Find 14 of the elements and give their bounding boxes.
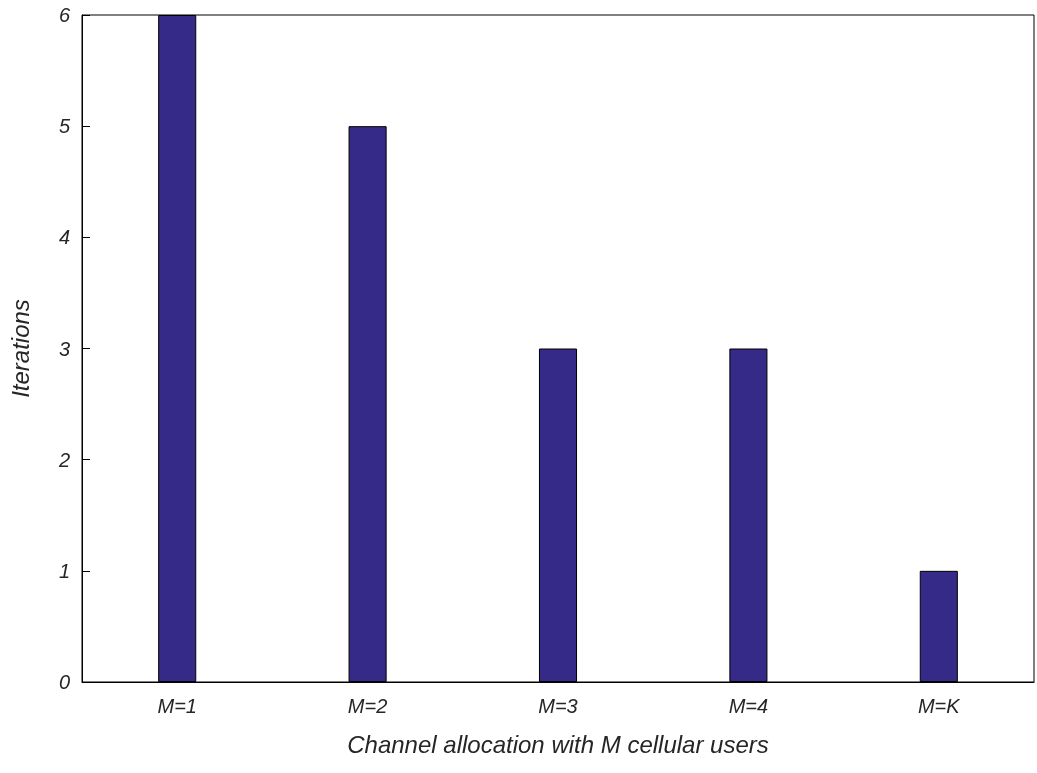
y-axis-title: Iterations — [6, 299, 34, 398]
x-axis-title: Channel allocation with M cellular users — [347, 730, 769, 758]
y-tick-label: 6 — [58, 4, 71, 26]
y-tick-label: 3 — [58, 337, 70, 360]
x-tick-label: M=2 — [347, 695, 388, 717]
x-tick-label: M=1 — [157, 695, 197, 717]
y-tick-label: 4 — [58, 226, 70, 249]
x-tick-label: M=K — [917, 695, 962, 717]
y-tick-label: 1 — [58, 559, 70, 582]
x-tick-label: M=4 — [728, 695, 769, 717]
y-tick-label: 0 — [58, 671, 70, 693]
y-tick-label: 5 — [58, 115, 71, 138]
x-tick-label: M=3 — [538, 695, 578, 717]
y-tick-label: 2 — [57, 448, 70, 471]
